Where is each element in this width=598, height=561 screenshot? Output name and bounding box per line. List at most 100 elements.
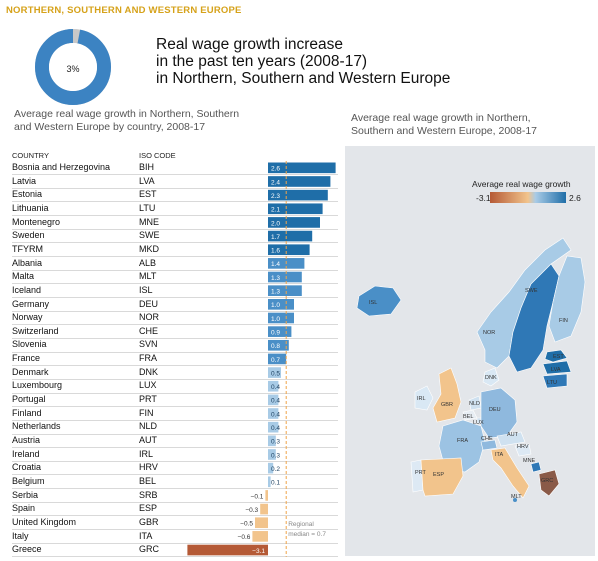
table-row: Belgium BEL: [12, 475, 342, 489]
hero-panel: 3% Real wage growth increase in the past…: [8, 20, 592, 105]
row-divider: [12, 310, 338, 312]
table-row: Luxembourg LUX: [12, 379, 342, 393]
iso-code: ISL: [139, 284, 153, 295]
row-divider: [12, 529, 338, 531]
map-label-est: EST: [553, 354, 564, 360]
subtitle-line: Average real wage growth in Northern, So…: [14, 108, 240, 120]
country-name: Italy: [12, 530, 29, 541]
table-row: Switzerland CHE: [12, 325, 342, 339]
row-divider: [12, 269, 338, 271]
map-label-dnk: DNK: [485, 375, 497, 381]
subtitle-line: and Western Europe by country, 2008-17: [14, 121, 206, 133]
iso-code: FIN: [139, 407, 154, 418]
map-country-grc: [538, 469, 560, 497]
row-divider: [12, 337, 338, 339]
iso-code: SWE: [139, 230, 160, 241]
map-label-lux: LUX: [473, 420, 484, 426]
map-label-mne: MNE: [523, 458, 536, 464]
map-country-mlt: [513, 498, 517, 502]
map-label-che: CHE: [481, 436, 493, 442]
country-name: Lithuania: [12, 202, 49, 213]
table-row: Italy ITA: [12, 530, 342, 544]
subtitle-line: Southern and Western Europe, 2008-17: [351, 125, 538, 137]
row-divider: [12, 256, 338, 258]
map-country-hrv: [514, 443, 532, 457]
iso-code: GRC: [139, 544, 159, 555]
iso-code: SRB: [139, 489, 158, 500]
row-divider: [12, 447, 338, 449]
row-divider: [12, 488, 338, 490]
country-name: Slovenia: [12, 339, 47, 350]
map-legend-gradient: [490, 192, 566, 203]
section-title: NORTHERN, SOUTHERN AND WESTERN EUROPE: [6, 5, 242, 16]
map-country-aut: [496, 431, 526, 447]
map-label-nld: NLD: [469, 401, 480, 407]
map-label-aut: AUT: [507, 432, 519, 438]
bar-chart-subtitle: Average real wage growth in Northern, So…: [14, 108, 334, 134]
iso-code: ALB: [139, 257, 157, 268]
table-row: Netherlands NLD: [12, 420, 342, 434]
map-panel: ISL SWE FIN NOR EST LVA LTU DNK IRL GBR …: [345, 146, 595, 556]
map-legend-max: 2.6: [569, 193, 581, 203]
map-country-che: [480, 439, 498, 451]
table-row: Latvia LVA: [12, 175, 342, 189]
iso-code: DEU: [139, 298, 159, 309]
map-legend-min: -3.1: [476, 193, 491, 203]
iso-code: LTU: [139, 202, 156, 213]
map-legend-title: Average real wage growth: [472, 179, 571, 189]
row-divider: [12, 419, 338, 421]
country-name: Spain: [12, 503, 36, 514]
row-divider: [12, 242, 338, 244]
table-row: Austria AUT: [12, 434, 342, 448]
map-country-gbr: [432, 367, 462, 423]
hero-title-line: Real wage growth increase: [156, 36, 343, 53]
column-header-iso: ISO CODE: [139, 151, 176, 160]
table-row: Bosnia and Herzegovina BIH: [12, 161, 342, 175]
table-row: Serbia SRB: [12, 489, 342, 503]
country-name: Norway: [12, 312, 43, 323]
country-name: Ireland: [12, 448, 40, 459]
row-divider: [12, 283, 338, 285]
map-country-est: [544, 349, 568, 363]
map-country-deu: [480, 387, 518, 439]
table-row: Iceland ISL: [12, 284, 342, 298]
iso-code: FRA: [139, 353, 157, 364]
map-label-irl: IRL: [417, 396, 426, 402]
country-name: Serbia: [12, 489, 39, 500]
iso-code: IRL: [139, 448, 154, 459]
row-divider: [12, 201, 338, 203]
country-name: Bosnia and Herzegovina: [12, 162, 111, 172]
map-label-mlt: MLT: [511, 494, 522, 500]
table-row: Albania ALB: [12, 257, 342, 271]
map-label-esp: ESP: [433, 472, 444, 478]
row-divider: [12, 433, 338, 435]
country-name: Finland: [12, 407, 42, 418]
table-row: United Kingdom GBR: [12, 516, 342, 530]
map-label-prt: PRT: [415, 470, 427, 476]
map-label-bel: BEL: [463, 414, 473, 420]
country-name: United Kingdom: [12, 516, 77, 527]
row-divider: [12, 174, 338, 176]
map-label-ita: ITA: [495, 452, 503, 458]
iso-code: NLD: [139, 421, 158, 432]
map-country-nor: [476, 237, 572, 369]
table-row: Montenegro MNE: [12, 216, 342, 230]
row-divider: [12, 556, 338, 558]
map-label-fra: FRA: [457, 438, 468, 444]
hero-title-line: in the past ten years (2008-17): [156, 53, 368, 70]
iso-code: DNK: [139, 366, 159, 377]
table-row: France FRA: [12, 352, 342, 366]
row-divider: [12, 392, 338, 394]
country-name: Denmark: [12, 366, 49, 377]
donut-hole: [49, 43, 97, 91]
country-name: TFYRM: [12, 243, 43, 254]
country-name: Sweden: [12, 230, 45, 241]
row-divider: [12, 515, 338, 517]
hero-title-line: in Northern, Southern and Western Europe: [156, 70, 451, 87]
map-country-ltu: [542, 373, 568, 389]
map-country-dnk: [482, 367, 500, 387]
iso-code: MNE: [139, 216, 159, 227]
country-name: Netherlands: [12, 421, 61, 432]
country-name: Malta: [12, 271, 35, 282]
iso-code: ITA: [139, 530, 153, 541]
